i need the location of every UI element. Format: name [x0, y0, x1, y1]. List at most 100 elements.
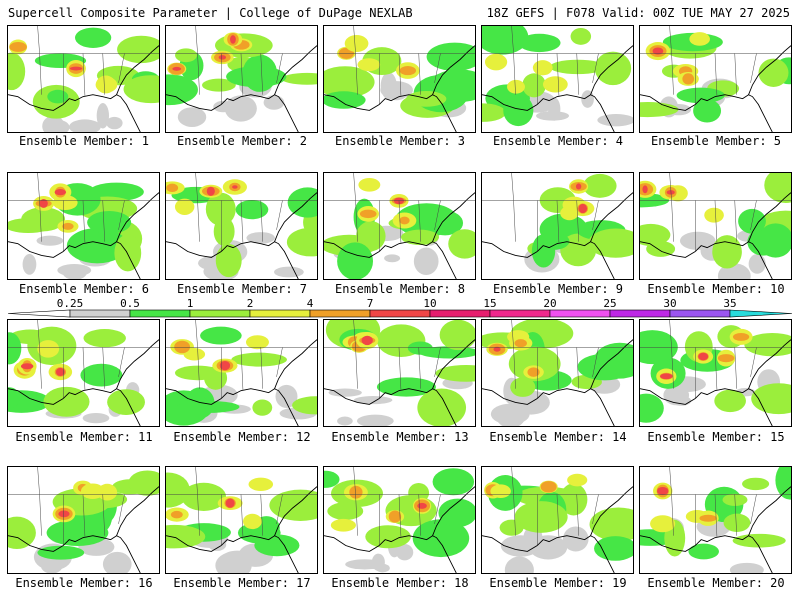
field-contour — [426, 42, 475, 71]
field-contour-low — [177, 107, 207, 127]
colorbar-tick-label: 30 — [663, 297, 677, 310]
field-contour-low — [102, 551, 132, 573]
state-border — [276, 494, 283, 524]
field-contour — [676, 87, 725, 104]
state-border — [750, 53, 757, 83]
state-border — [556, 53, 560, 97]
field-contour — [166, 524, 206, 549]
state-border — [669, 26, 674, 95]
field-contour — [482, 26, 529, 55]
state-border — [195, 467, 200, 536]
field-contour-low — [96, 103, 110, 129]
state-border — [434, 53, 441, 83]
field-contour-high — [652, 47, 664, 55]
ensemble-member-label: Ensemble Member: 10 — [647, 282, 785, 296]
field-contour-high — [219, 360, 231, 371]
field-contour-low — [224, 95, 257, 122]
field-contour-high — [650, 515, 676, 533]
colorbar-tick-label: 20 — [543, 297, 557, 310]
field-contour — [128, 470, 159, 496]
field-contour — [549, 59, 606, 75]
field-contour-low — [490, 403, 530, 425]
field-contour-low — [106, 116, 123, 130]
ensemble-member-label: Ensemble Member: 7 — [176, 282, 308, 296]
state-border — [398, 347, 402, 391]
field-contour-high — [666, 190, 675, 195]
state-border — [353, 320, 358, 389]
field-contour — [482, 103, 506, 122]
ensemble-member-map — [481, 319, 634, 427]
state-border — [576, 494, 579, 536]
coastline — [640, 241, 773, 279]
field-contour — [395, 203, 458, 237]
coastline — [166, 94, 299, 132]
colorbar-tick-label: 25 — [603, 297, 617, 310]
coastline — [324, 388, 457, 426]
field-contour-high — [717, 354, 735, 363]
state-border — [669, 173, 674, 242]
ensemble-member-map — [7, 172, 160, 280]
field-contour — [117, 35, 159, 64]
field-contour — [356, 221, 386, 252]
coastline — [432, 45, 475, 95]
ensemble-member-map — [7, 319, 160, 427]
coastline — [748, 339, 791, 389]
colorbar-segment — [609, 309, 671, 318]
colorbar-tick-label: 10 — [423, 297, 437, 310]
state-border — [734, 347, 737, 389]
coastline — [640, 388, 773, 426]
state-border — [592, 53, 599, 83]
state-border — [37, 320, 42, 389]
state-border — [260, 347, 263, 389]
state-border — [734, 200, 737, 242]
coastline — [482, 94, 615, 132]
ensemble-member-label: Ensemble Member: 15 — [647, 430, 785, 444]
coastline — [274, 192, 317, 242]
field-contour-high — [699, 514, 717, 522]
field-contour-low — [246, 232, 275, 244]
ensemble-member-label: Ensemble Member: 4 — [492, 134, 624, 148]
state-border — [556, 494, 560, 538]
field-contour — [503, 94, 534, 127]
field-contour — [417, 388, 467, 426]
field-contour — [231, 352, 287, 367]
state-border — [102, 53, 105, 95]
field-contour — [324, 91, 366, 109]
field-contour-low — [529, 535, 568, 560]
state-border — [37, 467, 42, 536]
ensemble-member-map — [165, 25, 318, 133]
field-contour — [577, 353, 633, 381]
state-border — [434, 347, 441, 377]
state-border — [418, 494, 421, 536]
field-contour — [114, 234, 142, 272]
coastline — [116, 486, 159, 536]
colorbar-segment — [489, 309, 551, 318]
field-contour-high — [172, 66, 182, 71]
coastline — [324, 241, 457, 279]
field-contour-high — [248, 477, 274, 492]
state-border — [592, 347, 599, 377]
field-contour-low — [337, 416, 353, 426]
state-border — [669, 467, 674, 536]
field-contour — [324, 470, 340, 488]
coastline — [432, 486, 475, 536]
ensemble-member-label: Ensemble Member: 12 — [173, 430, 311, 444]
field-contour — [640, 393, 664, 423]
field-contour-high — [80, 483, 105, 499]
field-contour — [47, 89, 69, 104]
coastline — [8, 535, 141, 573]
coastline — [640, 94, 773, 132]
field-contour — [522, 73, 546, 98]
field-contour-low — [504, 556, 534, 573]
colorbar-segment — [429, 309, 491, 318]
field-contour-high — [9, 42, 27, 52]
field-contour — [43, 386, 90, 417]
colorbar-tick-label: 7 — [366, 297, 374, 310]
coastline — [116, 339, 159, 389]
field-contour — [589, 507, 633, 542]
field-contour-high — [361, 335, 373, 346]
field-contour-high — [62, 222, 74, 230]
state-border — [576, 53, 579, 95]
field-contour-low — [597, 113, 633, 127]
field-contour — [688, 543, 719, 560]
